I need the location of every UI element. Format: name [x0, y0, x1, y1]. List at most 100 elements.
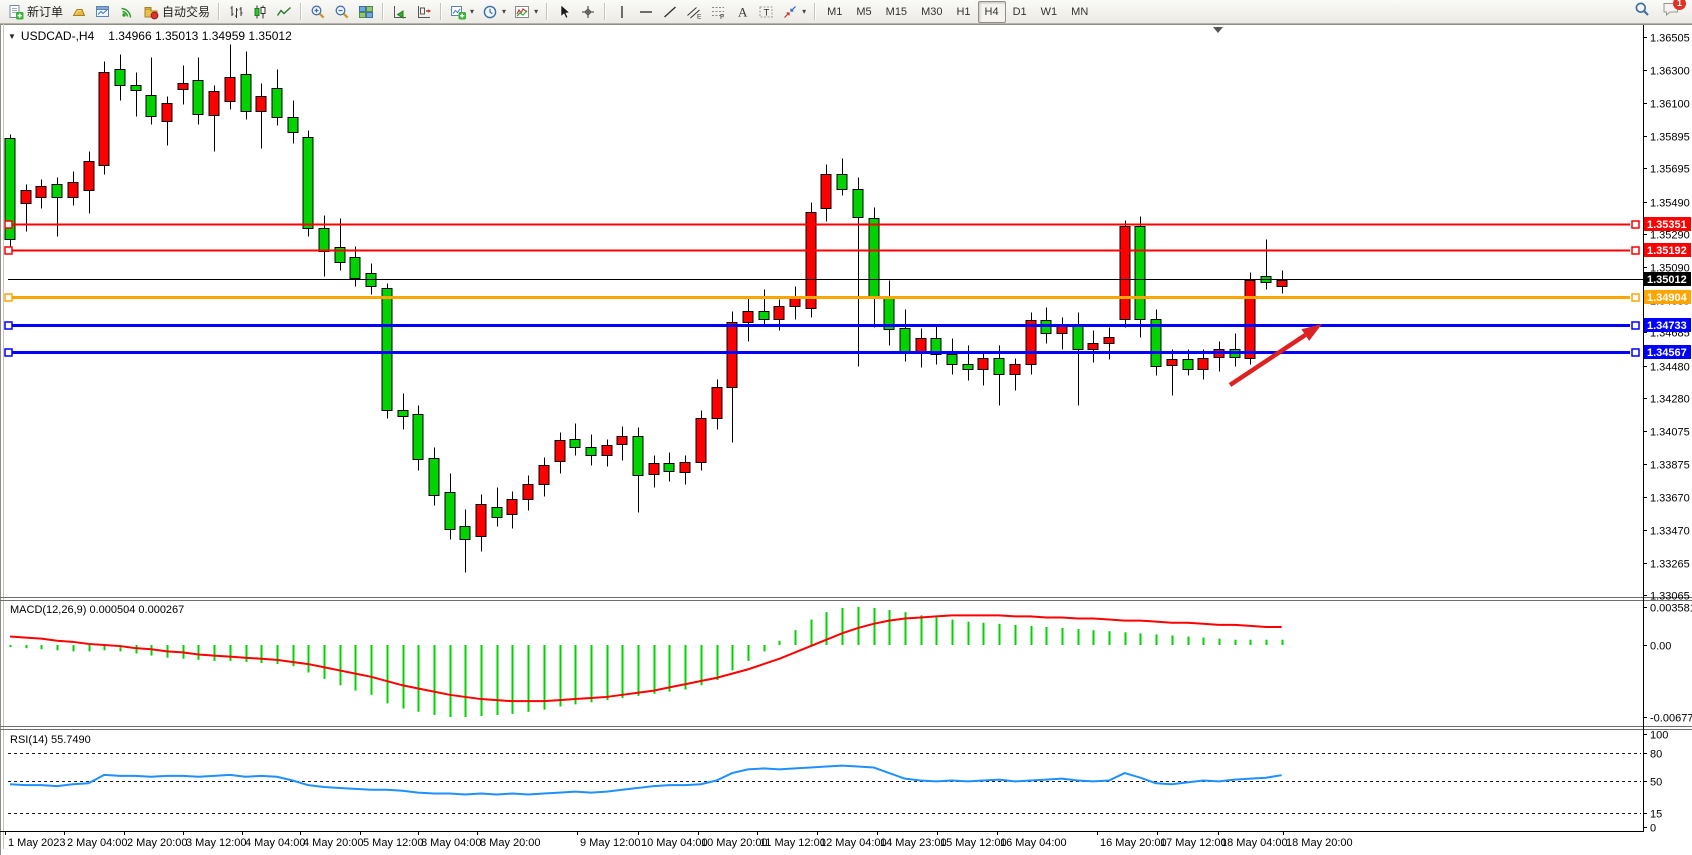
vertical-line-button[interactable]: [610, 1, 634, 23]
svg-text:0.00: 0.00: [1650, 641, 1671, 653]
candle: [475, 494, 487, 552]
svg-text:1 May 2023: 1 May 2023: [8, 837, 65, 849]
indicators-dropdown[interactable]: ▾: [510, 1, 542, 23]
signals-button[interactable]: [115, 1, 139, 23]
rsi-axis-ticks: 100 80 50 15 0: [8, 730, 1668, 835]
svg-text:1.36100: 1.36100: [1650, 99, 1690, 111]
support-line-1[interactable]: [4, 321, 1640, 330]
svg-text:0: 0: [1650, 823, 1656, 835]
svg-text:15: 15: [1650, 809, 1662, 821]
toolbar-separator: [382, 3, 385, 20]
resistance-line-1[interactable]: [4, 220, 1640, 229]
svg-text:4 May 20:00: 4 May 20:00: [303, 837, 364, 849]
svg-text:15 May 12:00: 15 May 12:00: [940, 837, 1007, 849]
svg-text:-0.006775: -0.006775: [1650, 713, 1692, 725]
chart-title: ▼ USDCAD-,H4 1.34966 1.35013 1.34959 1.350…: [8, 29, 292, 43]
annotation-arrow[interactable]: [1228, 324, 1322, 387]
chart-plot-area[interactable]: [8, 25, 1642, 597]
macd-indicator-label: MACD(12,26,9) 0.000504 0.000267: [10, 604, 185, 616]
candle: [428, 447, 440, 506]
tile-windows-button[interactable]: [354, 1, 378, 23]
candle: [852, 177, 864, 367]
arrows-dropdown[interactable]: ▾: [778, 1, 810, 23]
cursor-icon: [556, 3, 572, 20]
support-line-1-badge: 1.34733: [1644, 318, 1691, 332]
svg-text:1.35090: 1.35090: [1650, 263, 1690, 275]
text-label-button[interactable]: T: [754, 1, 778, 23]
chart-title-quotes: 1.34966 1.35013 1.34959 1.35012: [108, 29, 292, 43]
crosshair-button[interactable]: [576, 1, 600, 23]
candle: [711, 379, 723, 430]
pivot-line[interactable]: [4, 293, 1640, 302]
svg-text:10 May 04:00: 10 May 04:00: [641, 837, 708, 849]
notifications-button[interactable]: 1: [1662, 0, 1686, 22]
rsi-line: [9, 764, 1282, 796]
chart-shift-marker[interactable]: [1213, 27, 1223, 33]
zoom-in-button[interactable]: [306, 1, 330, 23]
tline-icon: [662, 4, 678, 20]
new-order-button[interactable]: 新订单: [4, 1, 67, 23]
candle: [1009, 358, 1021, 391]
fibonacci-button[interactable]: F: [706, 1, 730, 23]
tf-h4[interactable]: H4: [977, 0, 1006, 23]
candle: [538, 457, 550, 497]
svg-text:12 May 04:00: 12 May 04:00: [820, 837, 887, 849]
svg-text:1.34733: 1.34733: [1647, 320, 1687, 332]
periods-dropdown[interactable]: ▾: [478, 1, 510, 23]
auto-scroll-button[interactable]: [388, 1, 412, 23]
candle: [616, 426, 628, 461]
chart-shift-button[interactable]: [412, 1, 436, 23]
candle: [1244, 272, 1256, 365]
svg-text:8 May 20:00: 8 May 20:00: [480, 837, 541, 849]
candle: [114, 54, 126, 101]
candle: [930, 325, 942, 365]
linechart-icon: [276, 4, 292, 20]
tf-mn[interactable]: MN: [1064, 1, 1095, 23]
market-watch-button[interactable]: [67, 1, 91, 23]
autotrading-button[interactable]: 自动交易: [139, 1, 214, 23]
tf-m1-label: M1: [827, 5, 843, 18]
time-axis[interactable]: [0, 832, 1643, 854]
cursor-button[interactable]: [552, 1, 576, 23]
resistance-line-2[interactable]: [4, 246, 1640, 255]
line-chart-button[interactable]: [272, 1, 296, 23]
tf-h1[interactable]: H1: [949, 1, 977, 23]
data-window-button[interactable]: [91, 1, 115, 23]
candle: [554, 432, 566, 474]
chart-canvas[interactable]: 1.36505 1.36300 1.36100 1.35895 1.35695 1.354…: [0, 24, 1692, 855]
tf-m1[interactable]: M1: [820, 1, 849, 23]
chart-background: [0, 24, 1692, 855]
candle: [412, 405, 424, 471]
svg-text:T: T: [764, 7, 770, 18]
trendline-button[interactable]: [658, 1, 682, 23]
toolbar-separator: [604, 3, 607, 20]
price-axis[interactable]: [1644, 25, 1692, 831]
svg-text:18 May 20:00: 18 May 20:00: [1286, 837, 1353, 849]
candle: [632, 427, 644, 513]
candles-icon: [252, 4, 268, 20]
bars-button[interactable]: [224, 1, 248, 23]
tf-m30[interactable]: M30: [914, 1, 949, 23]
horizontal-line-button[interactable]: [634, 1, 658, 23]
macd-axis-ticks: 0.003581 0.00 -0.006775: [1643, 603, 1692, 725]
new-order-button-label: 新订单: [27, 5, 64, 19]
candle: [1103, 327, 1115, 360]
search-button[interactable]: [1634, 1, 1650, 22]
zoom-out-button[interactable]: [330, 1, 354, 23]
panel-separators[interactable]: [0, 597, 1692, 730]
candle: [130, 72, 142, 117]
candles-button[interactable]: [248, 1, 272, 23]
tf-h1-label: H1: [956, 5, 971, 18]
tf-w1[interactable]: W1: [1034, 1, 1065, 23]
text-button[interactable]: A: [730, 1, 754, 23]
symbol-dropdown-icon[interactable]: ▼: [8, 32, 16, 41]
equidistant-channel-button[interactable]: E: [682, 1, 706, 23]
autoscroll-icon: [392, 4, 408, 20]
support-line-2[interactable]: [4, 348, 1640, 357]
tf-m15[interactable]: M15: [879, 1, 914, 23]
tf-d1[interactable]: D1: [1006, 1, 1034, 23]
candle: [820, 164, 832, 222]
new-chart-dropdown[interactable]: ▾: [446, 1, 478, 23]
tf-m5[interactable]: M5: [849, 1, 878, 23]
chevron-down-icon: ▾: [534, 7, 539, 16]
